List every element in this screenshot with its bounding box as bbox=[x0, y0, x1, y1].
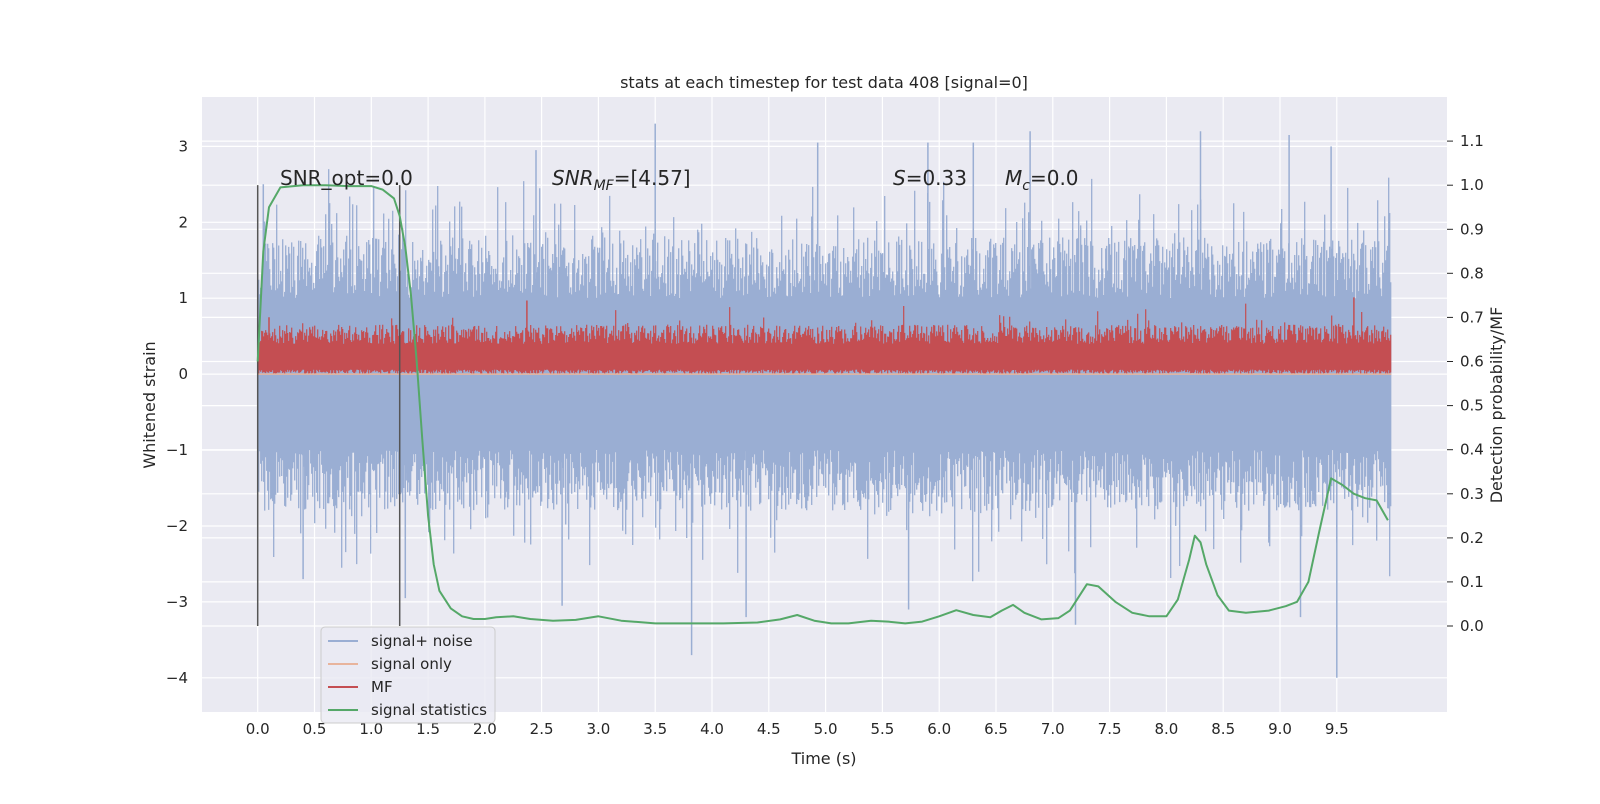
legend-label-signal-noise: signal+ noise bbox=[371, 632, 473, 650]
annotation-s-base: S bbox=[893, 166, 906, 190]
y-right-tick-label: 0.7 bbox=[1460, 308, 1484, 326]
series-signal-noise-spikes bbox=[262, 123, 1338, 678]
y-tick-label: 2 bbox=[178, 213, 188, 231]
legend-label-signal-statistics: signal statistics bbox=[371, 701, 487, 719]
x-axis-label: Time (s) bbox=[790, 749, 856, 768]
x-tick-label: 4.5 bbox=[757, 720, 781, 738]
y-tick-label: −1 bbox=[166, 441, 188, 459]
y-right-tick-label: 0.3 bbox=[1460, 485, 1484, 503]
x-tick-label: 6.5 bbox=[984, 720, 1008, 738]
x-tick-label: 8.5 bbox=[1211, 720, 1235, 738]
series-signal-statistics bbox=[256, 184, 1389, 625]
y-right-tick-label: 0.2 bbox=[1460, 529, 1484, 547]
x-tick-label: 0.0 bbox=[246, 720, 270, 738]
annotation-mc-sub: c bbox=[1022, 178, 1030, 194]
legend-box bbox=[320, 626, 496, 724]
annotation-snr-mf: SNRMF=[4.57] bbox=[552, 166, 691, 194]
annotation-snr-opt: SNR_opt=0.0 bbox=[280, 166, 413, 190]
y-right-tick-label: 0.4 bbox=[1460, 441, 1484, 459]
legend-label-mf: MF bbox=[371, 678, 393, 696]
y-right-tick-label: 0.0 bbox=[1460, 617, 1484, 635]
y-tick-label: 3 bbox=[178, 137, 188, 155]
y-right-tick-label: 0.1 bbox=[1460, 573, 1484, 591]
y-right-axis-label: Detection probability/MF bbox=[1487, 307, 1506, 504]
annotation-mc: Mc=0.0 bbox=[1005, 166, 1079, 194]
annotation-mc-value: =0.0 bbox=[1030, 166, 1079, 190]
y-tick-label: −2 bbox=[166, 517, 188, 535]
y-tick-label: −4 bbox=[166, 669, 188, 687]
annotation-s-value: =0.33 bbox=[906, 166, 967, 190]
y-right-tick-label: 1.1 bbox=[1460, 132, 1484, 150]
axis-layer: 0.0 0.5 1.0 1.5 2.0 2.5 3.0 3.5 4.0 4.5 5.0 5.5 6.0 6… bbox=[166, 132, 1484, 738]
y-right-tick-label: 0.6 bbox=[1460, 353, 1484, 371]
x-tick-label: 7.5 bbox=[1098, 720, 1122, 738]
signal-statistics-layer bbox=[256, 184, 1389, 625]
x-tick-label: 1.0 bbox=[359, 720, 383, 738]
y-right-tick-label: 1.0 bbox=[1460, 176, 1484, 194]
annotation-snr-mf-base: SNR bbox=[552, 166, 594, 190]
annotation-mc-base: M bbox=[1005, 166, 1022, 190]
annotation-snr-mf-value: =[4.57] bbox=[614, 166, 691, 190]
x-tick-label: 9.5 bbox=[1325, 720, 1349, 738]
x-tick-label: 5.5 bbox=[870, 720, 894, 738]
y-axis-label: Whitened strain bbox=[140, 341, 159, 468]
x-tick-label: 2.5 bbox=[530, 720, 554, 738]
chart-title: stats at each timestep for test data 408… bbox=[620, 73, 1028, 92]
x-tick-label: 2.0 bbox=[473, 720, 497, 738]
x-tick-label: 9.0 bbox=[1268, 720, 1292, 738]
y-tick-label: −3 bbox=[166, 593, 188, 611]
x-tick-label: 4.0 bbox=[700, 720, 724, 738]
vertical-markers bbox=[256, 185, 401, 627]
x-tick-label: 0.5 bbox=[303, 720, 327, 738]
legend-label-signal-only: signal only bbox=[371, 655, 452, 673]
series-mf-spikes bbox=[268, 297, 1355, 367]
y-tick-label: 1 bbox=[178, 289, 188, 307]
legend: signal+ noise signal only MF signal stat… bbox=[320, 626, 496, 724]
y-right-tick-label: 0.9 bbox=[1460, 220, 1484, 238]
annotation-s: S=0.33 bbox=[893, 166, 967, 190]
y-tick-label: 0 bbox=[178, 365, 188, 383]
x-tick-label: 3.5 bbox=[643, 720, 667, 738]
x-tick-label: 5.0 bbox=[814, 720, 838, 738]
y-right-tick-label: 0.5 bbox=[1460, 397, 1484, 415]
x-tick-label: 7.0 bbox=[1041, 720, 1065, 738]
x-tick-label: 3.0 bbox=[586, 720, 610, 738]
x-tick-label: 6.0 bbox=[927, 720, 951, 738]
x-tick-label: 8.0 bbox=[1154, 720, 1178, 738]
x-tick-label: 1.5 bbox=[416, 720, 440, 738]
y-right-tick-label: 0.8 bbox=[1460, 264, 1484, 282]
annotation-snr-mf-sub: MF bbox=[594, 178, 615, 194]
